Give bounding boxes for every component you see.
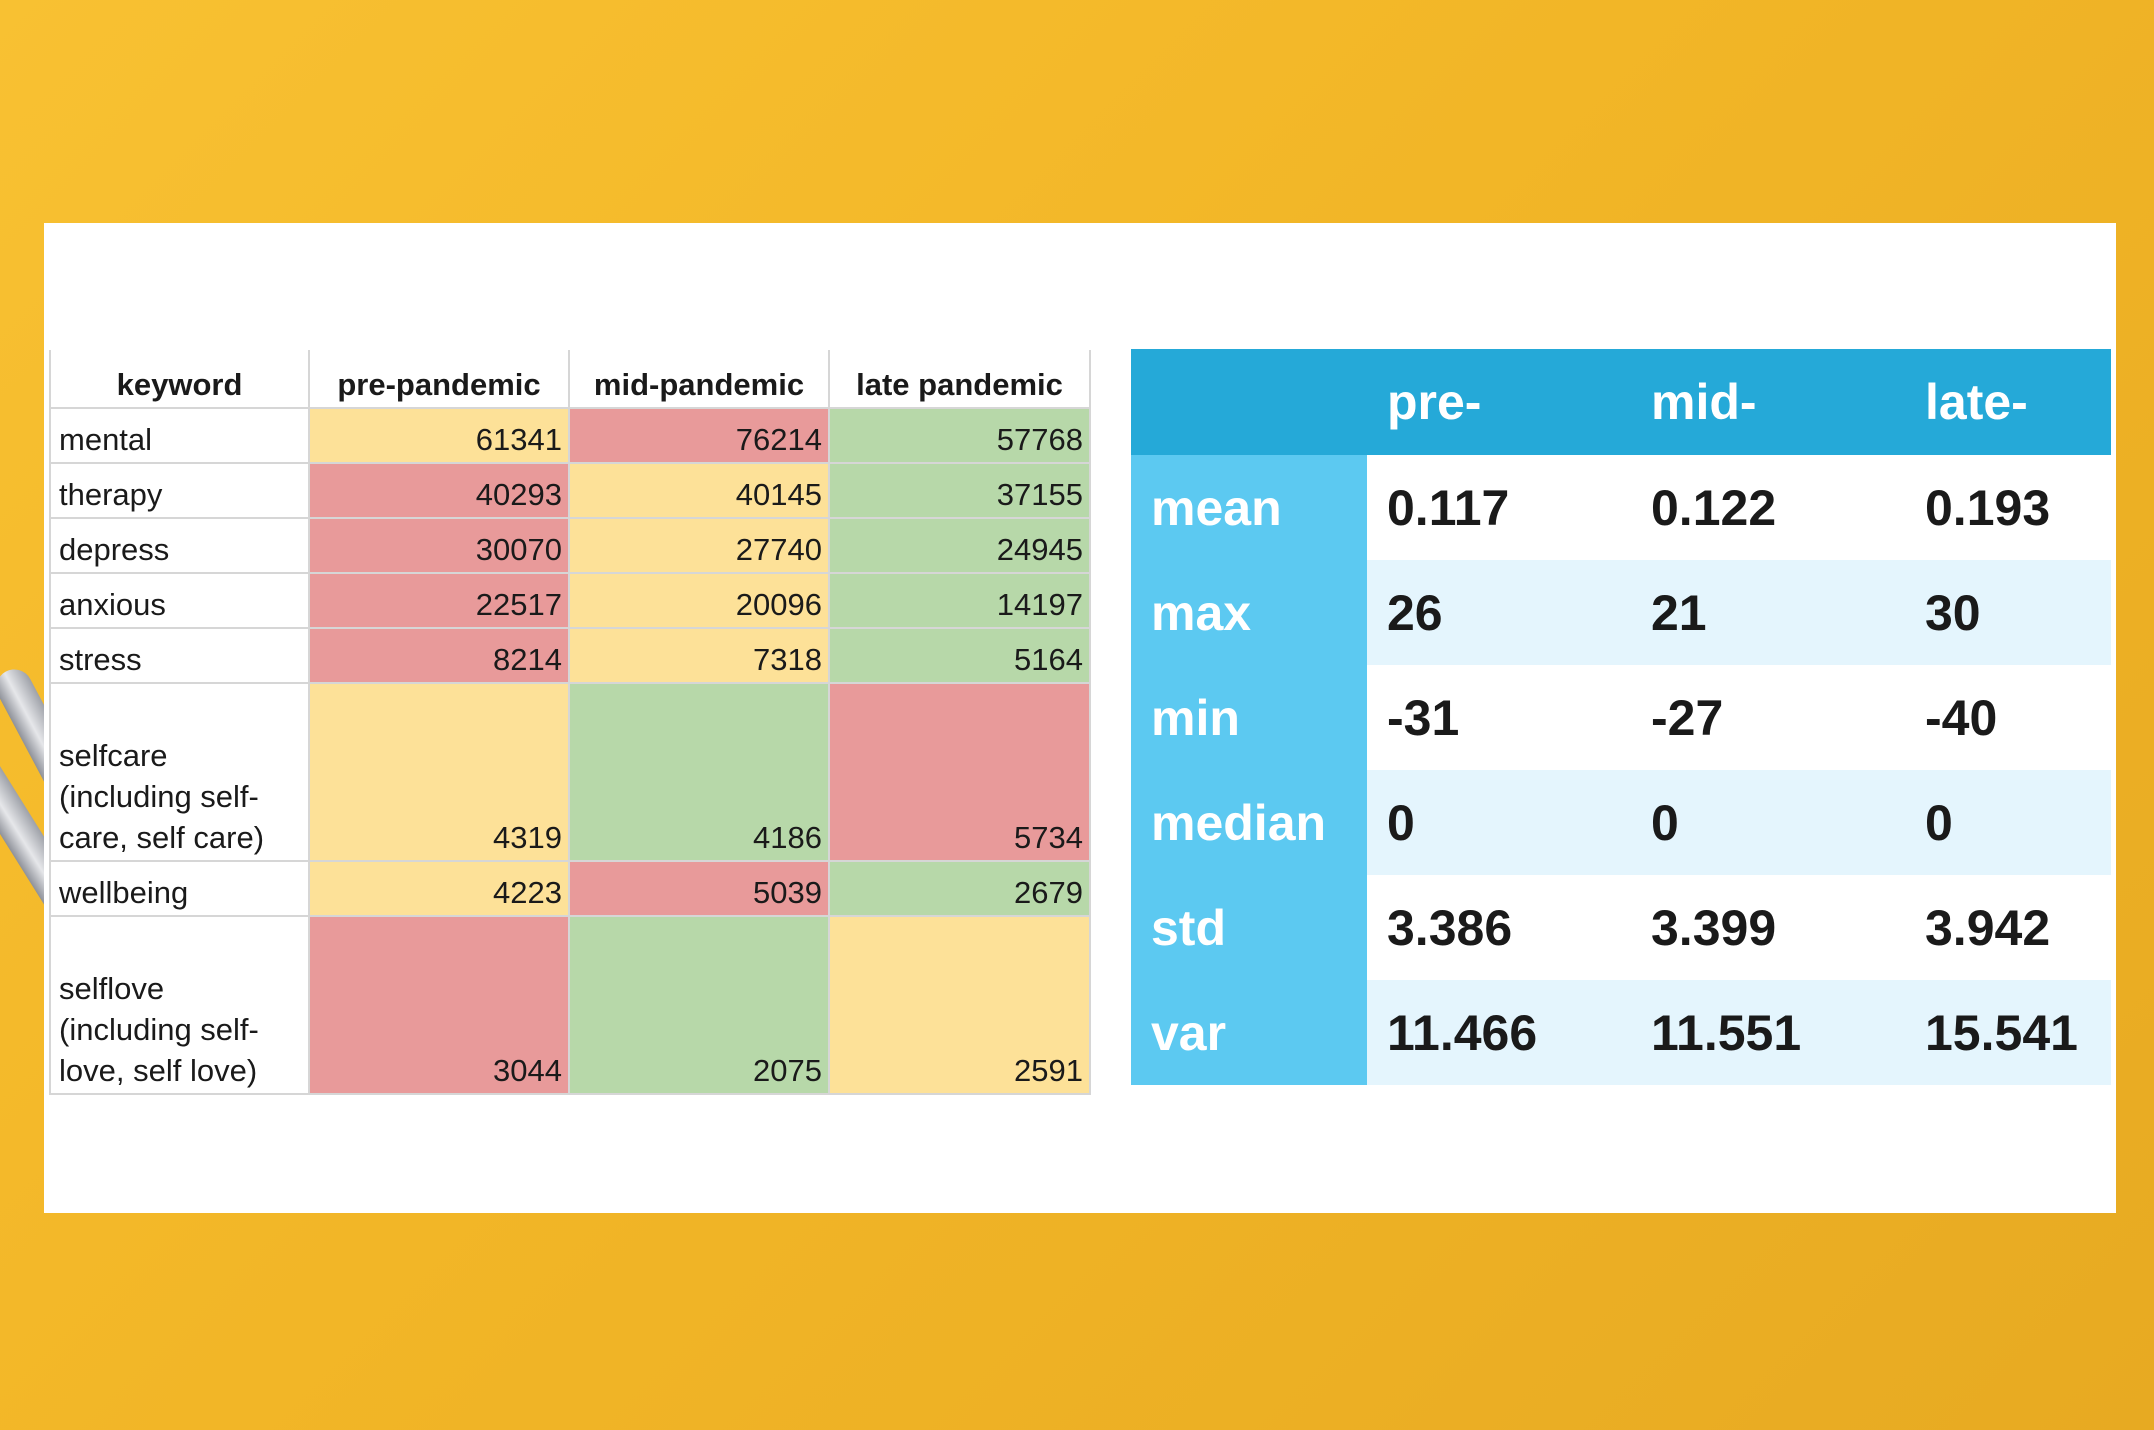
count-cell: 5164 <box>828 627 1091 684</box>
keyword-cell: depress <box>49 517 310 574</box>
stat-value: -31 <box>1367 665 1631 770</box>
stat-value: 15.541 <box>1905 980 2111 1085</box>
count-cell: 2679 <box>828 860 1091 917</box>
count-cell: 5039 <box>568 860 830 917</box>
count-cell: 2075 <box>568 915 830 1095</box>
count-cell: 4186 <box>568 682 830 862</box>
keyword-cell: selflove (including self-love, self love… <box>49 915 310 1095</box>
count-cell: 4319 <box>308 682 570 862</box>
stat-value: 3.399 <box>1631 875 1905 980</box>
stats-row: mean 0.117 0.122 0.193 <box>1131 455 2111 560</box>
count-cell: 24945 <box>828 517 1091 574</box>
keyword-cell: wellbeing <box>49 860 310 917</box>
statistics-table: pre- mid- late- mean 0.117 0.122 0.193 m… <box>1131 349 2111 1085</box>
stat-value: 0.117 <box>1367 455 1631 560</box>
stat-value: 21 <box>1631 560 1905 665</box>
keyword-cell: mental <box>49 407 310 464</box>
column-header: keyword <box>49 350 310 409</box>
count-cell: 2591 <box>828 915 1091 1095</box>
keyword-cell: anxious <box>49 572 310 629</box>
table-row: selflove (including self-love, self love… <box>49 915 1091 1095</box>
count-cell: 27740 <box>568 517 830 574</box>
count-cell: 14197 <box>828 572 1091 629</box>
stats-row: std 3.386 3.399 3.942 <box>1131 875 2111 980</box>
table-row: mental 61341 76214 57768 <box>49 407 1091 464</box>
count-cell: 30070 <box>308 517 570 574</box>
column-header: late pandemic <box>829 350 1091 409</box>
count-cell: 40145 <box>568 462 830 519</box>
keyword-cell: selfcare (including self-care, self care… <box>49 682 310 862</box>
keyword-cell: stress <box>49 627 310 684</box>
table-header-row: keyword pre-pandemic mid-pandemic late p… <box>49 350 1091 409</box>
stat-label: min <box>1131 665 1367 770</box>
column-header: pre-pandemic <box>309 350 570 409</box>
keyword-cell: therapy <box>49 462 310 519</box>
stat-value: 3.942 <box>1905 875 2111 980</box>
count-cell: 3044 <box>308 915 570 1095</box>
count-cell: 22517 <box>308 572 570 629</box>
stat-value: -27 <box>1631 665 1905 770</box>
column-header: late- <box>1905 349 2111 455</box>
column-header: mid-pandemic <box>569 350 830 409</box>
stat-value: 11.466 <box>1367 980 1631 1085</box>
count-cell: 8214 <box>308 627 570 684</box>
stat-value: 30 <box>1905 560 2111 665</box>
stats-row: min -31 -27 -40 <box>1131 665 2111 770</box>
stat-value: 0.193 <box>1905 455 2111 560</box>
stat-label: max <box>1131 560 1367 665</box>
stat-label: mean <box>1131 455 1367 560</box>
table-row: wellbeing 4223 5039 2679 <box>49 860 1091 917</box>
stat-value: 0.122 <box>1631 455 1905 560</box>
stat-value: 0 <box>1905 770 2111 875</box>
column-header: pre- <box>1367 349 1631 455</box>
stats-header-row: pre- mid- late- <box>1131 349 2111 455</box>
stats-corner-cell <box>1131 349 1367 455</box>
stat-value: 26 <box>1367 560 1631 665</box>
count-cell: 76214 <box>568 407 830 464</box>
count-cell: 61341 <box>308 407 570 464</box>
stats-row: max 26 21 30 <box>1131 560 2111 665</box>
column-header: mid- <box>1631 349 1905 455</box>
stat-value: 3.386 <box>1367 875 1631 980</box>
table-row: depress 30070 27740 24945 <box>49 517 1091 574</box>
count-cell: 5734 <box>828 682 1091 862</box>
table-row: stress 8214 7318 5164 <box>49 627 1091 684</box>
count-cell: 20096 <box>568 572 830 629</box>
count-cell: 4223 <box>308 860 570 917</box>
keyword-counts-table: keyword pre-pandemic mid-pandemic late p… <box>49 350 1091 1095</box>
table-row: therapy 40293 40145 37155 <box>49 462 1091 519</box>
count-cell: 40293 <box>308 462 570 519</box>
stat-value: 0 <box>1367 770 1631 875</box>
stat-value: -40 <box>1905 665 2111 770</box>
count-cell: 7318 <box>568 627 830 684</box>
stat-value: 0 <box>1631 770 1905 875</box>
stat-label: median <box>1131 770 1367 875</box>
count-cell: 57768 <box>828 407 1091 464</box>
stat-value: 11.551 <box>1631 980 1905 1085</box>
stats-row: median 0 0 0 <box>1131 770 2111 875</box>
content-card: keyword pre-pandemic mid-pandemic late p… <box>44 223 2116 1213</box>
stat-label: var <box>1131 980 1367 1085</box>
stats-row: var 11.466 11.551 15.541 <box>1131 980 2111 1085</box>
count-cell: 37155 <box>828 462 1091 519</box>
table-row: anxious 22517 20096 14197 <box>49 572 1091 629</box>
stat-label: std <box>1131 875 1367 980</box>
table-row: selfcare (including self-care, self care… <box>49 682 1091 862</box>
